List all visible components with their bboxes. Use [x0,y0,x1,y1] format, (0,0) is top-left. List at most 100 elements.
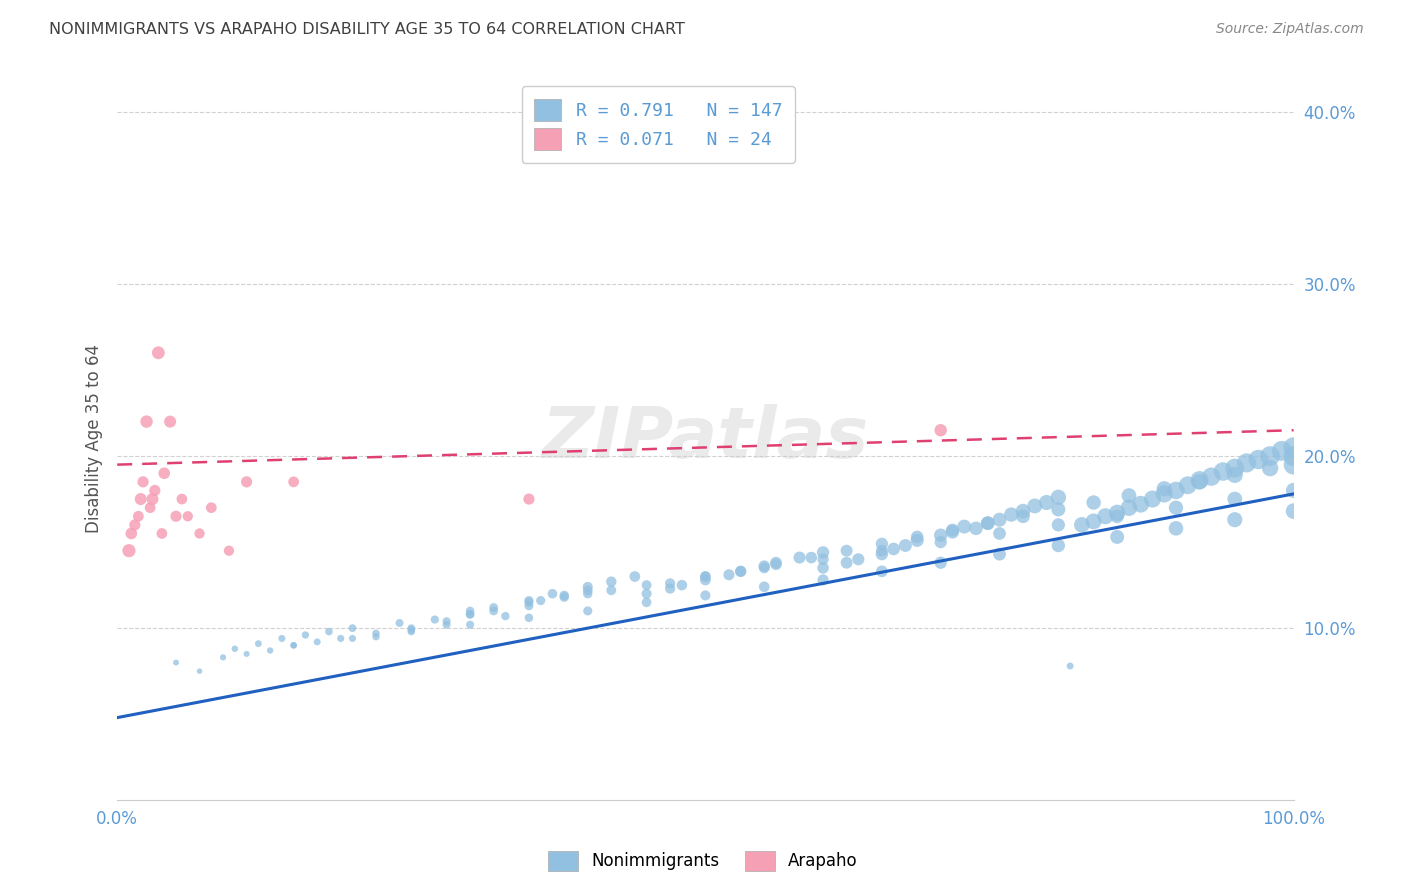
Point [188,526,211,541]
Point [1012,509,1035,524]
Point [188,664,211,678]
Point [218,543,240,558]
Point [1282,441,1305,455]
Point [977,516,1000,530]
Point [401,623,423,637]
Point [294,628,316,642]
Legend: Nonimmigrants, Arapaho: Nonimmigrants, Arapaho [540,842,866,880]
Point [517,491,540,506]
Point [905,530,928,544]
Point [929,535,952,549]
Point [576,587,599,601]
Point [1271,443,1294,458]
Point [1118,489,1140,503]
Point [1282,483,1305,498]
Point [953,519,976,533]
Point [530,593,553,607]
Point [1236,456,1258,470]
Point [1223,491,1246,506]
Point [1047,539,1070,553]
Point [600,583,623,598]
Point [517,595,540,609]
Point [636,595,658,609]
Point [636,587,658,601]
Point [659,576,682,591]
Point [576,583,599,598]
Point [270,632,292,646]
Point [929,528,952,542]
Point [765,558,787,572]
Point [482,600,505,615]
Point [143,483,166,498]
Point [364,630,387,644]
Point [1083,495,1105,509]
Point [695,569,717,583]
Point [695,589,717,603]
Point [553,589,575,603]
Point [129,491,152,506]
Point [905,533,928,548]
Point [1153,487,1175,501]
Point [307,635,329,649]
Point [659,582,682,596]
Point [695,573,717,587]
Point [1223,467,1246,482]
Point [695,569,717,583]
Point [1258,449,1281,463]
Point [401,624,423,639]
Point [364,626,387,640]
Point [965,521,987,535]
Point [789,550,811,565]
Point [883,541,905,556]
Point [870,547,893,561]
Point [170,491,193,506]
Point [150,526,173,541]
Point [318,624,340,639]
Point [754,559,776,574]
Point [1094,509,1116,524]
Point [929,423,952,437]
Point [730,565,752,579]
Point [835,543,858,558]
Point [988,513,1011,527]
Point [139,500,162,515]
Point [388,615,411,630]
Point [259,643,281,657]
Point [1188,475,1211,489]
Point [1164,521,1187,535]
Point [342,621,364,635]
Point [482,604,505,618]
Point [811,552,834,566]
Point [870,543,893,558]
Point [600,574,623,589]
Point [1282,449,1305,463]
Point [517,593,540,607]
Point [1035,495,1057,509]
Point [1223,461,1246,475]
Point [1282,504,1305,518]
Point [283,475,305,489]
Point [517,611,540,625]
Point [458,607,481,622]
Point [436,617,458,632]
Point [846,552,869,566]
Point [765,556,787,570]
Point [941,523,963,537]
Point [1047,502,1070,516]
Point [401,621,423,635]
Point [929,556,952,570]
Point [1083,515,1105,529]
Point [624,569,647,583]
Point [283,638,305,652]
Point [283,638,305,652]
Point [1153,482,1175,496]
Point [235,475,257,489]
Point [127,509,149,524]
Point [124,517,146,532]
Point [988,547,1011,561]
Point [894,539,917,553]
Point [436,614,458,628]
Point [159,415,181,429]
Point [135,415,157,429]
Point [553,590,575,604]
